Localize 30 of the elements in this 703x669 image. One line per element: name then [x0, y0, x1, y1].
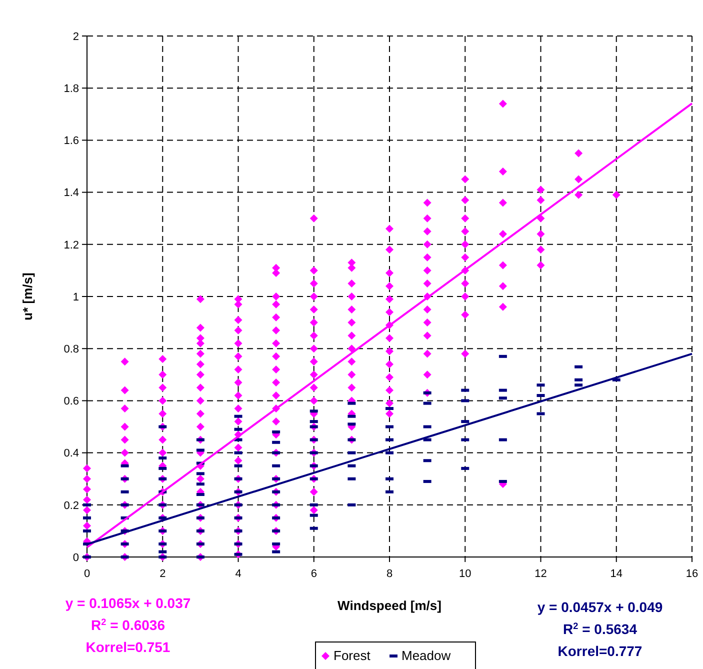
x-tick-label: 6 — [310, 568, 317, 580]
y-axis-title: u* [m/s] — [20, 272, 35, 320]
y-tick-label: 0.8 — [64, 343, 79, 356]
text: R$^{2}$ = 0.6036 — [91, 617, 166, 633]
text: y = 0.0457x + 0.049 — [537, 599, 663, 615]
x-axis-title: Windspeed [m/s] — [338, 598, 442, 613]
x-tick-label: 2 — [160, 568, 166, 580]
text: R$^{2}$ = 0.5634 — [563, 621, 638, 637]
x-tick-label: 8 — [386, 568, 393, 580]
y-tick-label: 1 — [72, 291, 79, 304]
y-tick-label: 0 — [72, 552, 79, 564]
text: Korrel=0.777 — [558, 643, 642, 659]
legend-label: Meadow — [402, 648, 452, 663]
text: y = 0.1065x + 0.037 — [65, 595, 191, 611]
x-tick-label: 14 — [610, 568, 622, 580]
y-tick-label: 1.8 — [64, 82, 79, 95]
y-tick-label: 1.6 — [64, 135, 79, 148]
y-tick-label: 1.2 — [64, 239, 79, 252]
y-tick-label: 0.2 — [64, 500, 79, 512]
legend-label: Forest — [334, 648, 371, 663]
x-tick-label: 4 — [235, 568, 242, 580]
y-tick-label: 1.4 — [64, 187, 79, 200]
text: Korrel=0.751 — [86, 639, 170, 655]
y-tick-label: 0.6 — [64, 396, 79, 408]
x-tick-label: 10 — [459, 568, 472, 580]
x-tick-label: 0 — [84, 568, 90, 580]
y-tick-label: 0.4 — [64, 448, 79, 460]
x-tick-label: 12 — [534, 568, 547, 580]
y-tick-label: 2 — [72, 30, 79, 43]
x-tick-label: 16 — [686, 568, 698, 580]
